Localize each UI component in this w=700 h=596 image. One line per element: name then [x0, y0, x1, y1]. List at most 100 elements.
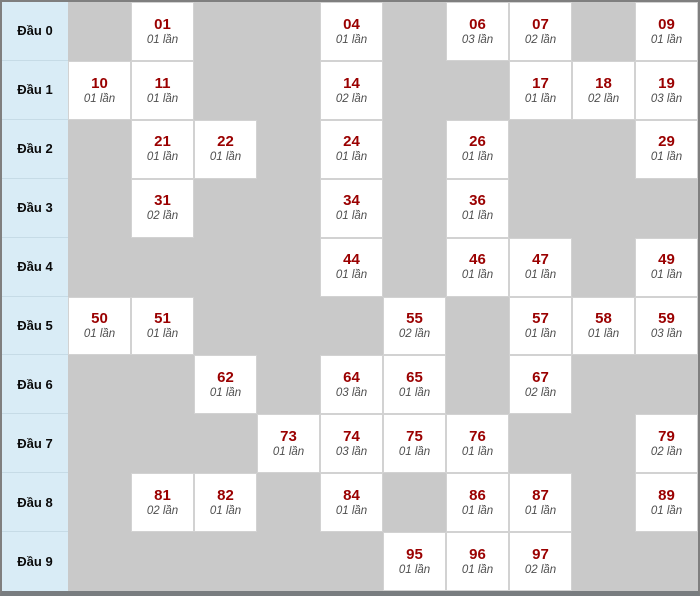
number-cell-09: 09 01 lần: [635, 2, 698, 61]
number-value: 75: [406, 427, 423, 445]
number-value: 29: [658, 133, 675, 151]
number-value: 81: [154, 486, 171, 504]
occurrence-count: 01 lần: [335, 151, 368, 164]
number-value: 87: [532, 486, 549, 504]
number-value: 95: [406, 545, 423, 563]
occurrence-count: 01 lần: [209, 387, 242, 400]
number-cell-51: 51 01 lần: [131, 296, 194, 356]
occurrence-count: 01 lần: [146, 328, 179, 341]
empty-cell: [257, 238, 320, 297]
number-cell-44: 44 01 lần: [320, 237, 383, 297]
empty-cell: [194, 297, 257, 356]
number-value: 84: [343, 486, 360, 504]
number-cell-87: 87 01 lần: [509, 473, 572, 533]
number-cell-36: 36 01 lần: [446, 178, 509, 238]
empty-cell: [383, 238, 446, 297]
number-cell-82: 82 01 lần: [194, 473, 257, 533]
occurrence-count: 02 lần: [146, 504, 179, 517]
empty-cell: [68, 2, 131, 61]
empty-cell: [572, 414, 635, 473]
empty-cell: [257, 297, 320, 356]
number-value: 01: [154, 15, 171, 33]
occurrence-count: 01 lần: [272, 445, 305, 458]
empty-cell: [131, 238, 194, 297]
number-value: 76: [469, 427, 486, 445]
occurrence-count: 02 lần: [146, 210, 179, 223]
row-label-dau-1: Đầu 1: [2, 60, 68, 120]
occurrence-count: 01 lần: [335, 504, 368, 517]
empty-cell: [635, 532, 698, 591]
occurrence-count: 01 lần: [461, 563, 494, 576]
empty-cell: [635, 355, 698, 414]
occurrence-count: 01 lần: [650, 151, 683, 164]
empty-cell: [131, 414, 194, 473]
empty-cell: [257, 355, 320, 414]
occurrence-count: 01 lần: [209, 151, 242, 164]
empty-cell: [509, 414, 572, 473]
number-cell-06: 06 03 lần: [446, 2, 509, 61]
occurrence-count: 02 lần: [398, 328, 431, 341]
number-value: 26: [469, 133, 486, 151]
occurrence-count: 01 lần: [650, 504, 683, 517]
empty-cell: [635, 179, 698, 238]
empty-cell: [383, 179, 446, 238]
empty-cell: [194, 414, 257, 473]
empty-cell: [572, 120, 635, 179]
empty-cell: [446, 61, 509, 120]
empty-cell: [572, 238, 635, 297]
number-value: 06: [469, 15, 486, 33]
number-cell-76: 76 01 lần: [446, 414, 509, 474]
row-label-dau-4: Đầu 4: [2, 237, 68, 297]
number-cell-75: 75 01 lần: [383, 414, 446, 474]
number-cell-22: 22 01 lần: [194, 119, 257, 179]
row-label-dau-2: Đầu 2: [2, 119, 68, 179]
number-value: 67: [532, 369, 549, 387]
number-value: 14: [343, 74, 360, 92]
occurrence-count: 01 lần: [398, 445, 431, 458]
number-value: 17: [532, 74, 549, 92]
number-value: 44: [343, 251, 360, 269]
number-value: 73: [280, 427, 297, 445]
occurrence-count: 01 lần: [335, 269, 368, 282]
occurrence-count: 01 lần: [335, 33, 368, 46]
number-cell-81: 81 02 lần: [131, 473, 194, 533]
occurrence-count: 02 lần: [650, 445, 683, 458]
number-cell-04: 04 01 lần: [320, 2, 383, 61]
number-cell-19: 19 03 lần: [635, 60, 698, 120]
number-value: 58: [595, 310, 612, 328]
empty-cell: [509, 179, 572, 238]
empty-cell: [68, 532, 131, 591]
empty-cell: [131, 355, 194, 414]
number-value: 09: [658, 15, 675, 33]
number-cell-89: 89 01 lần: [635, 473, 698, 533]
row-label-dau-6: Đầu 6: [2, 355, 68, 415]
occurrence-count: 01 lần: [524, 92, 557, 105]
number-cell-18: 18 02 lần: [572, 60, 635, 120]
occurrence-count: 01 lần: [146, 33, 179, 46]
empty-cell: [194, 238, 257, 297]
number-cell-14: 14 02 lần: [320, 60, 383, 120]
number-value: 46: [469, 251, 486, 269]
number-cell-62: 62 01 lần: [194, 355, 257, 415]
number-cell-10: 10 01 lần: [68, 60, 131, 120]
occurrence-count: 03 lần: [461, 33, 494, 46]
number-cell-57: 57 01 lần: [509, 296, 572, 356]
number-cell-21: 21 01 lần: [131, 119, 194, 179]
number-cell-46: 46 01 lần: [446, 237, 509, 297]
number-cell-07: 07 02 lần: [509, 2, 572, 61]
occurrence-count: 01 lần: [650, 33, 683, 46]
occurrence-count: 01 lần: [146, 92, 179, 105]
occurrence-count: 03 lần: [335, 445, 368, 458]
number-value: 04: [343, 15, 360, 33]
empty-cell: [68, 414, 131, 473]
number-cell-73: 73 01 lần: [257, 414, 320, 474]
number-cell-95: 95 01 lần: [383, 532, 446, 591]
number-cell-79: 79 02 lần: [635, 414, 698, 474]
row-label-dau-7: Đầu 7: [2, 414, 68, 474]
empty-cell: [320, 297, 383, 356]
empty-cell: [257, 532, 320, 591]
number-value: 89: [658, 486, 675, 504]
empty-cell: [572, 179, 635, 238]
